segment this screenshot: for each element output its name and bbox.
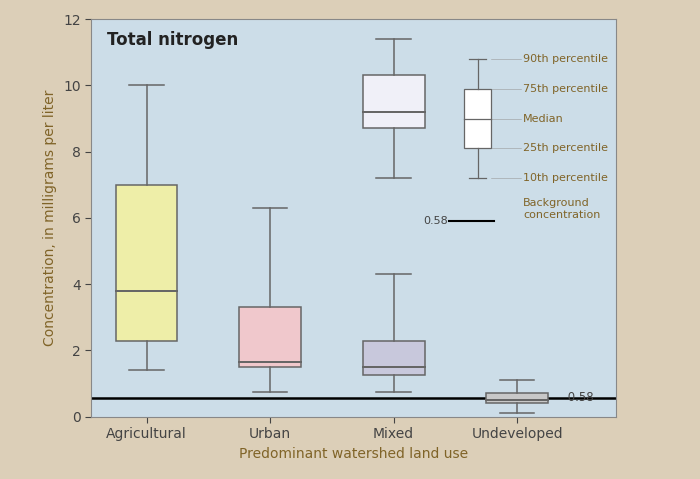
Bar xyxy=(116,185,178,341)
Text: 90th percentile: 90th percentile xyxy=(524,54,608,64)
Text: Background
concentration: Background concentration xyxy=(524,198,601,219)
Text: 10th percentile: 10th percentile xyxy=(524,173,608,183)
X-axis label: Predominant watershed land use: Predominant watershed land use xyxy=(239,447,468,461)
Text: Total nitrogen: Total nitrogen xyxy=(106,31,238,49)
Text: 0.58: 0.58 xyxy=(424,216,448,226)
Text: 25th percentile: 25th percentile xyxy=(524,143,608,153)
Text: Median: Median xyxy=(524,114,564,124)
Bar xyxy=(363,76,424,128)
Bar xyxy=(239,308,301,367)
Bar xyxy=(464,89,491,148)
Bar xyxy=(363,341,424,376)
Text: 0.58: 0.58 xyxy=(564,391,594,404)
Text: 75th percentile: 75th percentile xyxy=(524,84,608,94)
Y-axis label: Concentration, in milligrams per liter: Concentration, in milligrams per liter xyxy=(43,90,57,346)
Bar xyxy=(486,393,548,403)
